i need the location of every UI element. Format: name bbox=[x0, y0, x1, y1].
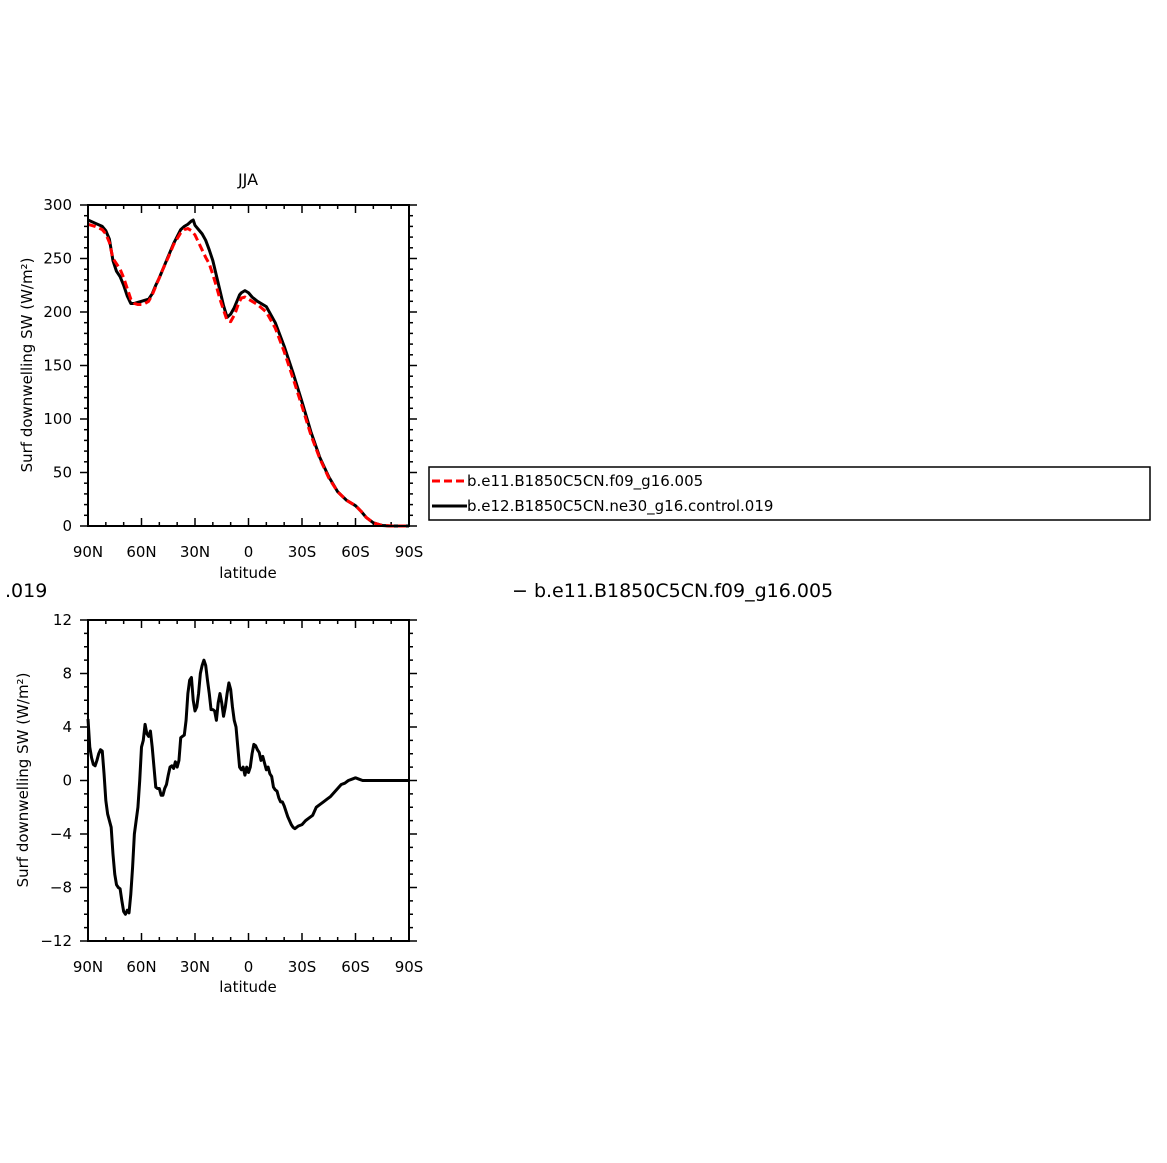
legend-entry-2: b.e12.B1850C5CN.ne30_g16.control.019 bbox=[467, 497, 773, 516]
bottom-plot-series bbox=[86, 658, 409, 916]
legend-box bbox=[428, 466, 1151, 521]
x-tick-label: 90S bbox=[395, 543, 424, 561]
y-tick-label: 12 bbox=[53, 611, 72, 629]
y-tick-label: −8 bbox=[50, 879, 72, 897]
x-tick-label: 30S bbox=[288, 543, 317, 561]
bottom-plot-frame bbox=[87, 619, 410, 942]
chart-0-series-0-line bbox=[87, 222, 409, 528]
top-axis-ticks: 90N 60N 30N 0 30S 60S 90S 0 50 100 150 200 250 300 bbox=[43, 196, 423, 561]
x-tick-label: 0 bbox=[244, 958, 254, 976]
y-tick-label: 8 bbox=[62, 665, 72, 683]
bottom-panel: 90N 60N 30N 0 30S 60S 90S −12 −8 −4 0 4 8 12 latitude… bbox=[14, 611, 423, 996]
x-tick-label: 60N bbox=[126, 543, 156, 561]
chart-0-series-1-line bbox=[87, 218, 409, 528]
y-tick-label: 0 bbox=[62, 517, 72, 535]
y-tick-label: 150 bbox=[43, 357, 72, 375]
x-tick-label: 60N bbox=[126, 958, 156, 976]
bottom-x-axis-label: latitude bbox=[219, 978, 277, 996]
y-tick-label: 0 bbox=[62, 772, 72, 790]
bottom-y-axis-label: Surf downwelling SW (W/m²) bbox=[14, 673, 32, 888]
y-tick-label: 300 bbox=[43, 196, 72, 214]
diff-caption-right: − b.e11.B1850C5CN.f09_g16.005 bbox=[512, 580, 833, 602]
y-tick-label: 250 bbox=[43, 250, 72, 268]
y-tick-label: 200 bbox=[43, 303, 72, 321]
x-tick-label: 90N bbox=[73, 543, 103, 561]
top-panel: JJA 90N 60N 30N 0 30S 60S 90S 0 50 100 150 200 250 30… bbox=[18, 170, 423, 582]
x-tick-label: 90N bbox=[73, 958, 103, 976]
top-y-axis-label: Surf downwelling SW (W/m²) bbox=[18, 258, 36, 473]
x-tick-label: 30S bbox=[288, 958, 317, 976]
bottom-axis-ticks: 90N 60N 30N 0 30S 60S 90S −12 −8 −4 0 4 8 12 bbox=[40, 611, 423, 976]
y-tick-label: −12 bbox=[40, 932, 72, 950]
x-tick-label: 60S bbox=[341, 543, 370, 561]
x-tick-label: 90S bbox=[395, 958, 424, 976]
top-plot-series bbox=[87, 218, 409, 528]
x-tick-label: 30N bbox=[180, 958, 210, 976]
legend: b.e11.B1850C5CN.f09_g16.005 b.e12.B1850C… bbox=[428, 466, 1151, 521]
legend-entry-1: b.e11.B1850C5CN.f09_g16.005 bbox=[467, 472, 703, 491]
y-tick-label: 50 bbox=[53, 464, 72, 482]
y-tick-label: −4 bbox=[50, 825, 72, 843]
top-chart-title: JJA bbox=[237, 170, 258, 189]
diff-caption-left: .019 bbox=[5, 580, 47, 602]
chart-1-series-0-line bbox=[86, 658, 409, 916]
x-tick-label: 30N bbox=[180, 543, 210, 561]
y-tick-label: 4 bbox=[62, 718, 72, 736]
x-tick-label: 0 bbox=[244, 543, 254, 561]
x-tick-label: 60S bbox=[341, 958, 370, 976]
top-x-axis-label: latitude bbox=[219, 564, 277, 582]
y-tick-label: 100 bbox=[43, 410, 72, 428]
top-plot-frame bbox=[87, 204, 410, 527]
